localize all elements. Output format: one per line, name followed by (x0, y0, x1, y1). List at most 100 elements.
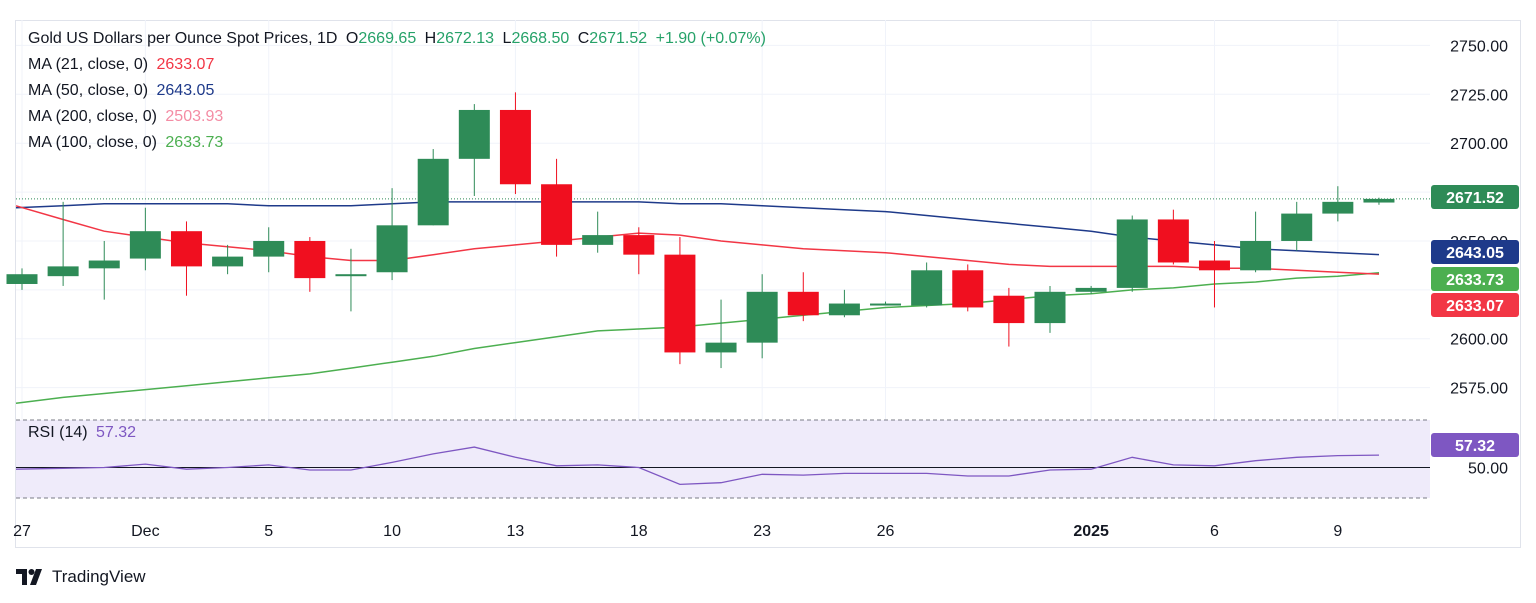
candle-body (541, 184, 573, 245)
price-tick-label: 2750.00 (1450, 38, 1508, 55)
ma100-label: MA (100, close, 0) (28, 134, 157, 151)
tradingview-brand[interactable]: TradingView (16, 567, 146, 587)
rsi-badge-box (1431, 433, 1519, 457)
candle (582, 211, 614, 253)
candle (746, 274, 778, 359)
candle-body (335, 274, 367, 277)
candle-body (993, 295, 1025, 324)
candle-body (417, 158, 449, 226)
brand-name: TradingView (52, 567, 146, 586)
candle (623, 227, 655, 275)
chart-frame (15, 20, 1521, 548)
time-axis: 27 Dec 5 10 13 18 23 26 2025 6 9 (13, 523, 1342, 540)
rsi-badge: 57.32 (1431, 433, 1519, 457)
rsi-band (16, 420, 1430, 498)
price-tick-label: 2700.00 (1450, 136, 1508, 153)
high-value: 2672.13 (436, 30, 495, 47)
ma21-badge-box (1431, 293, 1519, 317)
rsi-label: RSI (14) (28, 424, 88, 441)
open-label: O (345, 30, 359, 47)
candle-body (582, 235, 614, 245)
ma21-line (15, 205, 1380, 275)
candles (6, 92, 1395, 369)
candle (417, 149, 449, 226)
candle-body (1363, 198, 1395, 203)
last-price-badge: 2671.52 (1431, 185, 1519, 209)
candle-body (1157, 219, 1189, 263)
ma50-value: 2643.05 (156, 82, 215, 99)
ma50-label: MA (50, close, 0) (28, 82, 149, 99)
candle-body (1198, 260, 1230, 271)
price-axis: 2575.002600.002650.002700.002725.002750.… (1450, 38, 1508, 477)
ma200-value: 2503.93 (165, 108, 224, 125)
ma200-legend: MA (200, close, 0) 2503.93 (28, 108, 227, 126)
candle (294, 237, 326, 292)
candle (1034, 285, 1066, 333)
candle-body (870, 303, 902, 306)
time-tick-label: 6 (1210, 523, 1219, 540)
ma100-badge: 2633.73 (1431, 267, 1519, 291)
candle (1116, 215, 1148, 292)
ma100-line (15, 272, 1380, 405)
candle (787, 272, 819, 322)
candle-body (746, 291, 778, 343)
candle (335, 248, 367, 312)
time-tick-label: Dec (131, 523, 159, 540)
candle (541, 158, 573, 257)
candle-body (88, 260, 120, 269)
candle-body (1075, 287, 1107, 292)
close-value: 2671.52 (589, 30, 648, 47)
ma50-badge: 2643.05 (1431, 240, 1519, 264)
candle (1198, 240, 1230, 308)
candle-body (499, 109, 531, 185)
candle (47, 201, 79, 286)
candle (705, 299, 737, 369)
candle (664, 237, 696, 365)
candle-body (294, 240, 326, 279)
candle-body (705, 342, 737, 353)
candle (1075, 285, 1107, 294)
price-tick-label: 2600.00 (1450, 332, 1508, 349)
candle-body (1116, 219, 1148, 288)
time-tick-label: 27 (13, 523, 31, 540)
rsi-value: 57.32 (96, 424, 137, 441)
candle-body (1322, 201, 1354, 214)
candle (993, 287, 1025, 347)
symbol-title: Gold US Dollars per Ounce Spot Prices, 1… (28, 30, 338, 47)
candle-body (623, 235, 655, 255)
ma100-legend: MA (100, close, 0) 2633.73 (28, 134, 227, 152)
change-value: +1.90 (+0.07%) (655, 30, 766, 47)
candle-body (1240, 240, 1272, 271)
ma200-label: MA (200, close, 0) (28, 108, 157, 125)
time-tick-label: 18 (630, 523, 648, 540)
candle (1322, 186, 1354, 222)
candle (88, 240, 120, 300)
rsi-line (15, 446, 1380, 486)
candle (253, 227, 285, 273)
time-tick-label: 9 (1333, 523, 1342, 540)
candle (170, 221, 202, 296)
tradingview-logo-icon (16, 569, 42, 585)
candle-body (911, 270, 943, 306)
candle (458, 104, 490, 196)
candle-body (1281, 213, 1313, 241)
candle-body (6, 274, 38, 284)
open-value: 2669.65 (358, 30, 417, 47)
price-tick-label: 2725.00 (1450, 87, 1508, 104)
last-price-badge-text: 2671.52 (1446, 190, 1504, 207)
candle (952, 264, 984, 312)
time-tick-label: 26 (877, 523, 895, 540)
candle (1281, 201, 1313, 251)
time-tick-label: 2025 (1073, 523, 1109, 540)
candle-body (170, 231, 202, 267)
ohlc-legend: Gold US Dollars per Ounce Spot Prices, 1… (28, 30, 770, 48)
ma100-value: 2633.73 (165, 134, 224, 151)
candle-body (47, 266, 79, 277)
candle (1240, 211, 1272, 273)
ma100-badge-box (1431, 267, 1519, 291)
candle-body (376, 225, 408, 273)
candle-body (212, 256, 244, 267)
candle (6, 268, 38, 290)
low-label: L (502, 30, 512, 47)
